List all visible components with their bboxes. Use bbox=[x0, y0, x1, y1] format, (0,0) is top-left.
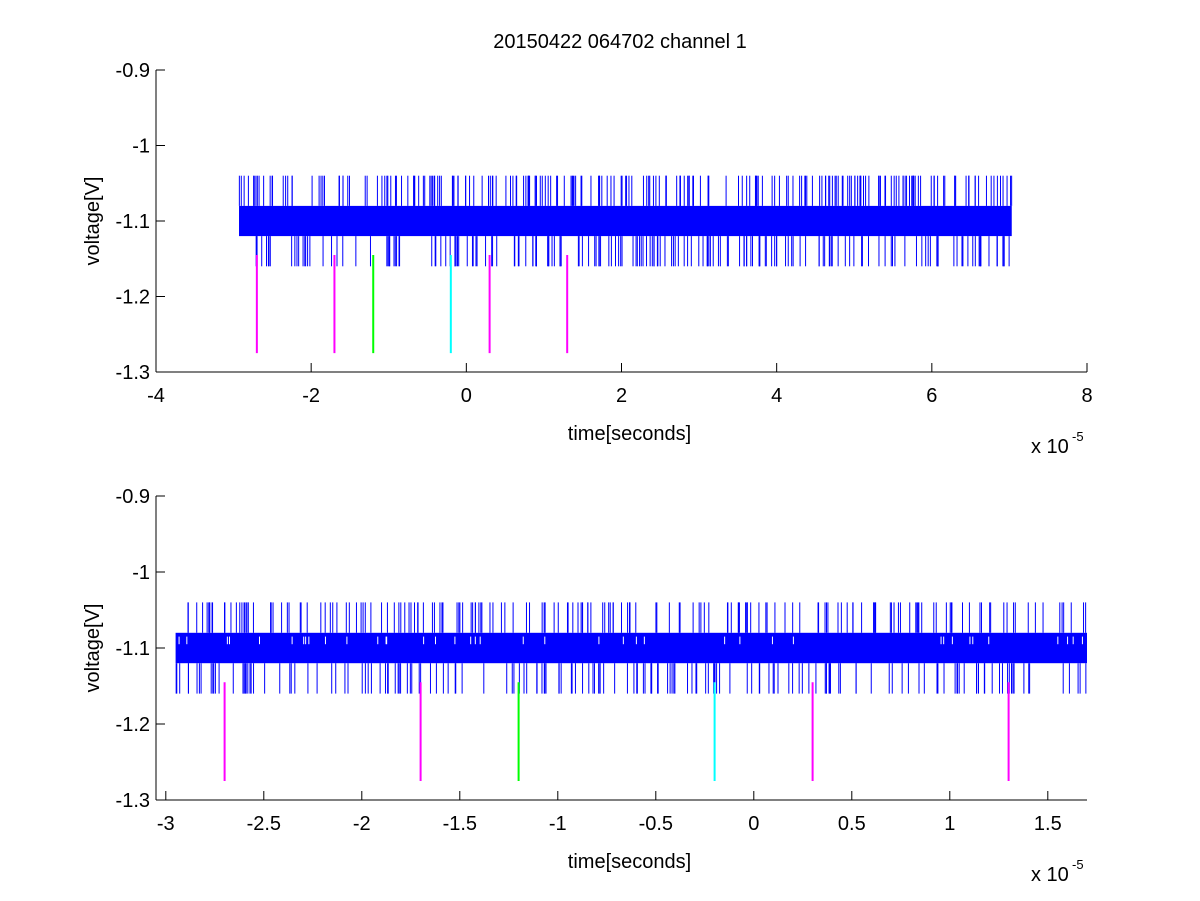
y-tick-label: -1.1 bbox=[116, 638, 150, 660]
x-exponent-power: -5 bbox=[1072, 857, 1084, 872]
x-tick-label: -2 bbox=[302, 385, 320, 407]
x-tick-label: 1 bbox=[944, 813, 955, 835]
x-tick-label: -2 bbox=[353, 813, 371, 835]
x-tick-label: 8 bbox=[1081, 385, 1092, 407]
y-tick-label: -1.1 bbox=[116, 211, 150, 233]
x-tick-label: -2.5 bbox=[247, 813, 281, 835]
bottom-plot: -3 -2.5 -2 -1.5 -1 -0.5 0 0.5 1 1.5 -1.3 -1.2 -1.1 -1… bbox=[82, 486, 1088, 886]
y-axis-label: voltage[V] bbox=[82, 604, 104, 693]
y-tick-label: -0.9 bbox=[116, 486, 150, 508]
signal-band bbox=[175, 632, 1088, 664]
y-axis-label: voltage[V] bbox=[82, 177, 104, 266]
x-exponent-power: -5 bbox=[1072, 429, 1084, 444]
x-tick-label: -4 bbox=[147, 385, 165, 407]
signal-trace bbox=[238, 175, 1013, 267]
y-tick-label: -1.3 bbox=[116, 362, 150, 384]
signal-band bbox=[239, 205, 1012, 237]
y-tick-label: -1 bbox=[132, 136, 150, 158]
x-axis-label: time[seconds] bbox=[568, 423, 691, 445]
x-axis-label: time[seconds] bbox=[568, 851, 691, 873]
x-tick-label: 1.5 bbox=[1034, 813, 1062, 835]
y-tick-label: -1 bbox=[132, 562, 150, 584]
x-tick-label: 4 bbox=[771, 385, 782, 407]
x-tick-label: 6 bbox=[926, 385, 937, 407]
y-tick-label: -1.2 bbox=[116, 714, 150, 736]
figure-title: 20150422 064702 channel 1 bbox=[493, 31, 747, 53]
x-exponent-label: x 10 bbox=[1031, 436, 1069, 458]
y-tick-label: -1.2 bbox=[116, 287, 150, 309]
x-exponent-label: x 10 bbox=[1031, 864, 1069, 886]
signal-trace bbox=[175, 602, 1088, 694]
y-tick-label: -1.3 bbox=[116, 790, 150, 812]
x-tick-label: 0 bbox=[748, 813, 759, 835]
x-tick-label: 0 bbox=[461, 385, 472, 407]
top-plot: -4 -2 0 2 4 6 8 -1.3 -1.2 -1.1 -1 -0.9 time[seconds]… bbox=[82, 60, 1093, 458]
x-tick-label: -1 bbox=[549, 813, 567, 835]
x-tick-label: -1.5 bbox=[443, 813, 477, 835]
y-tick-label: -0.9 bbox=[116, 60, 150, 82]
x-tick-label: 2 bbox=[616, 385, 627, 407]
x-tick-label: -3 bbox=[157, 813, 175, 835]
x-tick-label: -0.5 bbox=[639, 813, 673, 835]
x-tick-label: 0.5 bbox=[838, 813, 866, 835]
